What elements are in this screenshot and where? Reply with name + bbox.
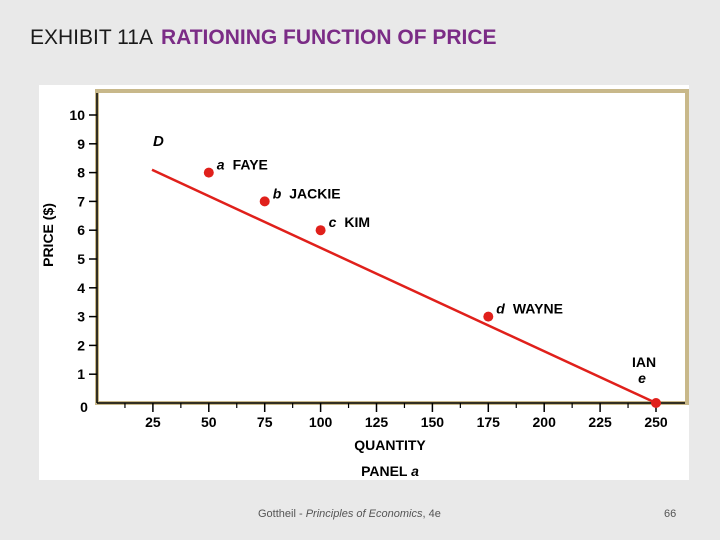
x-tick-label-2: 50	[201, 414, 217, 430]
panel-letter: a	[411, 463, 419, 479]
x-tick-label-7: 175	[477, 414, 501, 430]
figure-panel: 1 2 3 4 5 6 7 8 9 10 25 50 75 100 125 150 175 200 225 250 P…	[39, 85, 689, 480]
point-name-d: WAYNE	[513, 301, 563, 317]
point-letter-b: b	[273, 185, 282, 201]
axis-ticks: 1 2 3 4 5 6 7 8 9 10 25 50 75 100 125 150 175 200 225 250	[69, 107, 667, 430]
x-tick-label-1: 25	[145, 414, 161, 430]
point-c	[315, 225, 326, 236]
point-name-b: JACKIE	[289, 185, 340, 201]
point-letter-c: c	[329, 214, 337, 230]
y-tick-label-1: 1	[77, 366, 85, 382]
point-name-a: FAYE	[233, 157, 268, 173]
point-name-e: IAN	[632, 354, 656, 370]
point-a	[203, 167, 214, 178]
point-label-c: c KIM	[329, 214, 370, 230]
point-label-d: d WAYNE	[496, 301, 563, 317]
point-letter-a: a	[217, 157, 225, 173]
point-d	[483, 311, 494, 322]
point-label-a: a FAYE	[217, 157, 268, 173]
footer-credit: Gottheil - Principles of Economics, 4e	[258, 508, 441, 520]
panel-word: PANEL	[361, 463, 408, 479]
demand-chart: 1 2 3 4 5 6 7 8 9 10 25 50 75 100 125 150 175 200 225 250 P…	[40, 89, 689, 479]
y-tick-label-3: 3	[77, 309, 85, 325]
y-tick-label-5: 5	[77, 251, 85, 267]
x-tick-label-8: 200	[533, 414, 557, 430]
title-main: RATIONING FUNCTION OF PRICE	[160, 26, 497, 49]
x-tick-label-3: 75	[257, 414, 273, 430]
footer-author: Gottheil -	[258, 508, 306, 520]
y-tick-label-8: 8	[77, 165, 85, 181]
x-axis-label: QUANTITY	[354, 437, 426, 453]
y-axis-label: PRICE ($)	[40, 203, 56, 267]
x-tick-label-4: 100	[309, 414, 333, 430]
slide-title: EXHIBIT 11A RATIONING FUNCTION OF PRICE	[30, 26, 497, 50]
demand-curve-label: D	[153, 133, 164, 150]
page-number: 66	[664, 508, 677, 520]
y-tick-label-10: 10	[69, 107, 85, 123]
x-tick-label-6: 150	[421, 414, 445, 430]
plot-border	[95, 89, 689, 405]
x-tick-label-10: 250	[644, 414, 668, 430]
panel-label: PANEL a	[361, 463, 419, 479]
point-label-b: b JACKIE	[273, 185, 341, 201]
point-letter-d: d	[496, 301, 505, 317]
point-letter-e: e	[638, 370, 646, 386]
y-tick-label-7: 7	[77, 193, 85, 209]
point-b	[259, 196, 270, 207]
title-prefix: EXHIBIT 11A	[30, 26, 153, 49]
footer-edition: , 4e	[422, 508, 441, 520]
demand-curve	[151, 168, 657, 405]
point-name-c: KIM	[344, 214, 370, 230]
point-e	[651, 398, 661, 408]
y-tick-label-4: 4	[77, 280, 85, 296]
origin-label: 0	[80, 399, 88, 415]
y-tick-label-2: 2	[77, 337, 85, 353]
x-tick-label-5: 125	[365, 414, 389, 430]
y-tick-label-9: 9	[77, 136, 85, 152]
footer-book: Principles of Economics	[305, 508, 423, 520]
y-tick-label-6: 6	[77, 222, 85, 238]
x-tick-label-9: 225	[588, 414, 612, 430]
